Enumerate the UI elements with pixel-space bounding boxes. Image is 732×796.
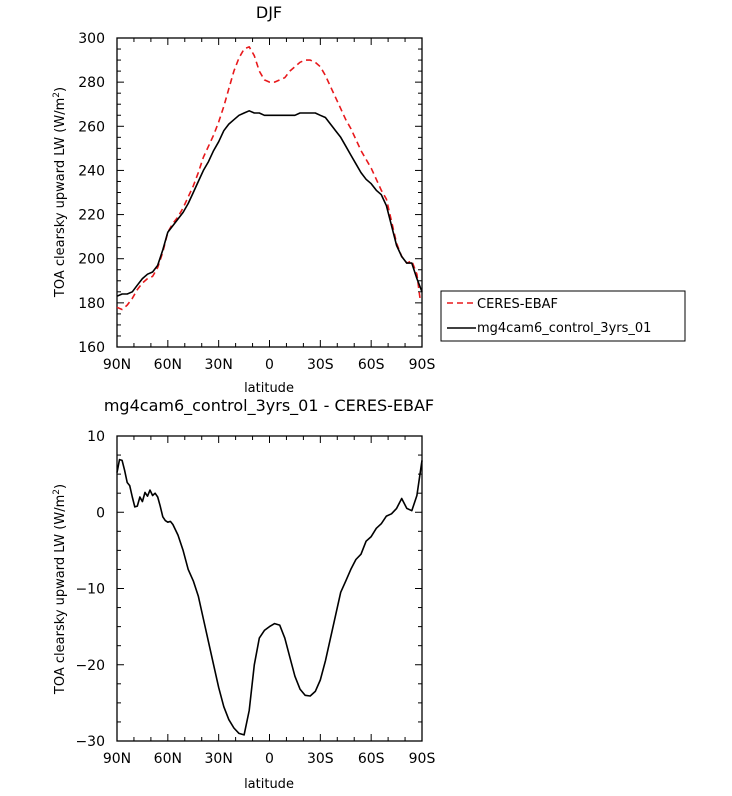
legend-box (440, 290, 686, 342)
tick-labels: 90N 60N 30N 0 30S 60S 90S −30 −20 −10 0 10 (75, 429, 435, 767)
legend-label-mg4cam6: mg4cam6_control_3yrs_01 (477, 321, 651, 336)
axis-ticks (116, 37, 423, 348)
x-axis-label: latitude (244, 777, 294, 792)
x-tick-label: 60N (154, 357, 182, 373)
chart-bottom-difference: mg4cam6_control_3yrs_01 - CERES-EBAF 90N… (52, 396, 435, 792)
x-tick-label: 90N (103, 751, 131, 767)
y-tick-label: 0 (96, 505, 105, 521)
x-tick-label: 0 (265, 751, 274, 767)
y-tick-label: 300 (78, 31, 105, 47)
y-axis-label-sup: 2 (52, 92, 62, 98)
y-axis-label-close: ) (53, 484, 68, 489)
x-tick-label: 90S (409, 751, 436, 767)
x-tick-label: 30N (205, 357, 233, 373)
y-axis-label: TOA clearsky upward LW (W/m2) (52, 484, 68, 695)
series-line-difference (116, 458, 423, 736)
x-tick-label: 60S (358, 357, 385, 373)
plot-frame (116, 435, 423, 742)
legend-label-ceres-ebaf: CERES-EBAF (477, 297, 558, 312)
series-group (116, 46, 423, 311)
y-axis-label-sup: 2 (52, 489, 62, 495)
y-tick-label: 260 (78, 119, 105, 135)
tick-labels: 90N 60N 30N 0 30S 60S 90S 160 180 200 220 240 260 280… (78, 31, 435, 373)
axis-ticks (116, 435, 423, 742)
y-tick-label: −10 (75, 582, 105, 598)
chart-top-climatology: DJF 90N 60N 30N 0 30S 60S 90S 160 180 200 220 240 26… (52, 3, 686, 396)
y-tick-label: 220 (78, 208, 105, 224)
y-tick-label: −30 (75, 734, 105, 750)
x-axis-label: latitude (244, 381, 294, 396)
x-tick-label: 30S (307, 751, 334, 767)
series-line-ceres-ebaf (116, 46, 422, 311)
plot-frame (116, 37, 423, 348)
y-tick-label: 180 (78, 296, 105, 312)
x-tick-label: 90N (103, 357, 131, 373)
x-tick-label: 0 (265, 357, 274, 373)
y-tick-label: 160 (78, 340, 105, 356)
y-tick-label: 280 (78, 75, 105, 91)
y-tick-label: 200 (78, 252, 105, 268)
series-line-mg4cam6-control-3yrs-01 (116, 110, 423, 297)
x-tick-label: 30S (307, 357, 334, 373)
x-tick-label: 90S (409, 357, 436, 373)
series-group (116, 458, 423, 736)
chart-title: DJF (256, 3, 282, 22)
y-axis-label-text: TOA clearsky upward LW (W/m (53, 98, 68, 298)
x-tick-label: 60N (154, 751, 182, 767)
y-axis-label: TOA clearsky upward LW (W/m2) (52, 87, 68, 298)
y-axis-label-close: ) (53, 87, 68, 92)
x-tick-label: 30N (205, 751, 233, 767)
x-tick-label: 60S (358, 751, 385, 767)
legend: CERES-EBAF mg4cam6_control_3yrs_01 (440, 290, 686, 342)
chart-title: mg4cam6_control_3yrs_01 - CERES-EBAF (104, 396, 434, 416)
y-axis-label-text: TOA clearsky upward LW (W/m (53, 495, 68, 695)
y-tick-label: 240 (78, 163, 105, 179)
y-tick-label: −20 (75, 658, 105, 674)
y-tick-label: 10 (87, 429, 105, 445)
